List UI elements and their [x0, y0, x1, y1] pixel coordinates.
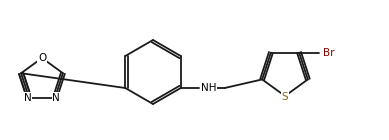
- Text: N: N: [52, 93, 60, 103]
- Text: O: O: [38, 53, 46, 63]
- Text: NH: NH: [201, 83, 216, 93]
- Text: N: N: [24, 93, 32, 103]
- Text: S: S: [282, 92, 288, 102]
- Text: Br: Br: [323, 48, 335, 58]
